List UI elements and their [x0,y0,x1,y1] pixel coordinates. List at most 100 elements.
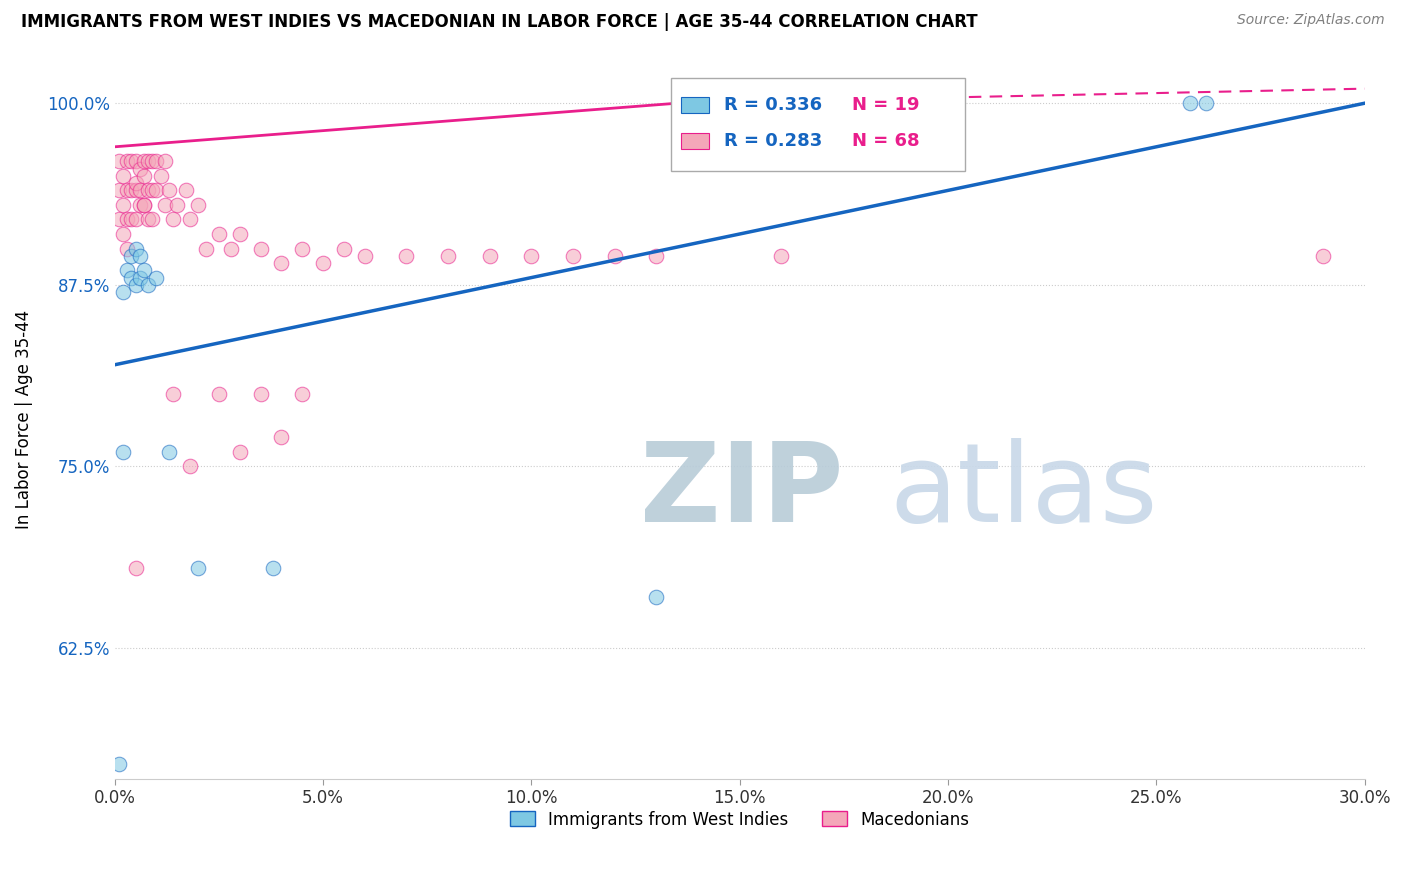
Point [124,212,146,227]
Text: N = 68: N = 68 [852,132,920,150]
Point [112,198,135,212]
Point [145,183,167,197]
Point [353,249,375,263]
Point [141,212,163,227]
Point [333,242,356,256]
FancyBboxPatch shape [671,78,965,171]
Point [128,270,150,285]
Point [520,249,543,263]
Text: IMMIGRANTS FROM WEST INDIES VS MACEDONIAN IN LABOR FORCE | AGE 35-44 CORRELATION: IMMIGRANTS FROM WEST INDIES VS MACEDONIA… [21,13,977,31]
Point [262,561,284,575]
Point [124,176,146,190]
Point [120,183,142,197]
Point [1312,249,1334,263]
Point [136,277,159,292]
Point [141,154,163,169]
Point [174,183,197,197]
Point [128,249,150,263]
Point [124,183,146,197]
Point [145,270,167,285]
Point [108,757,131,772]
Point [112,445,135,459]
Point [229,227,252,241]
Point [136,154,159,169]
Point [1195,96,1218,111]
Point [141,183,163,197]
Point [108,154,131,169]
Bar [681,133,709,149]
Text: ZIP: ZIP [640,438,844,545]
Point [120,249,142,263]
Point [132,154,155,169]
Point [117,242,139,256]
Point [162,387,184,401]
Point [112,285,135,299]
Point [270,430,292,444]
Point [120,212,142,227]
Point [132,198,155,212]
Point [112,227,135,241]
Point [291,242,314,256]
Point [229,445,252,459]
Point [112,169,135,183]
Point [221,242,243,256]
Point [162,212,184,227]
Point [249,242,271,256]
Point [128,183,150,197]
Text: N = 19: N = 19 [852,96,920,114]
Point [132,198,155,212]
Point [179,459,201,474]
Point [145,154,167,169]
Point [136,183,159,197]
Point [132,169,155,183]
Point [770,249,793,263]
Point [603,249,626,263]
Point [645,591,668,605]
Point [270,256,292,270]
Point [124,277,146,292]
Point [195,242,218,256]
Point [117,154,139,169]
Point [187,198,209,212]
Point [136,212,159,227]
Point [645,249,668,263]
Point [108,212,131,227]
Point [562,249,585,263]
Point [395,249,418,263]
Point [117,183,139,197]
Point [437,249,460,263]
Point [478,249,501,263]
Point [312,256,335,270]
Point [153,198,176,212]
Bar [681,97,709,112]
Point [108,183,131,197]
Y-axis label: In Labor Force | Age 35-44: In Labor Force | Age 35-44 [15,310,32,529]
Point [157,183,180,197]
Legend: Immigrants from West Indies, Macedonians: Immigrants from West Indies, Macedonians [503,804,976,835]
Point [149,169,172,183]
Text: atlas: atlas [890,438,1159,545]
Point [166,198,188,212]
Text: Source: ZipAtlas.com: Source: ZipAtlas.com [1237,13,1385,28]
Point [124,561,146,575]
Point [208,227,231,241]
Point [291,387,314,401]
Point [124,154,146,169]
Point [132,263,155,277]
Point [208,387,231,401]
Point [249,387,271,401]
Point [117,212,139,227]
Point [128,198,150,212]
Point [120,154,142,169]
Point [153,154,176,169]
Point [128,161,150,176]
Text: R = 0.336: R = 0.336 [724,96,821,114]
Point [120,270,142,285]
Point [124,242,146,256]
Text: R = 0.283: R = 0.283 [724,132,821,150]
Point [117,263,139,277]
Point [1178,96,1201,111]
Point [157,445,180,459]
Point [187,561,209,575]
Point [179,212,201,227]
